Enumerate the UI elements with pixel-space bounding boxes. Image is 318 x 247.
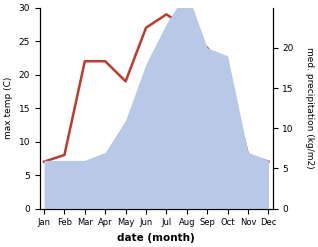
X-axis label: date (month): date (month) [117,233,195,243]
Y-axis label: max temp (C): max temp (C) [4,77,13,139]
Y-axis label: med. precipitation (kg/m2): med. precipitation (kg/m2) [305,47,314,169]
